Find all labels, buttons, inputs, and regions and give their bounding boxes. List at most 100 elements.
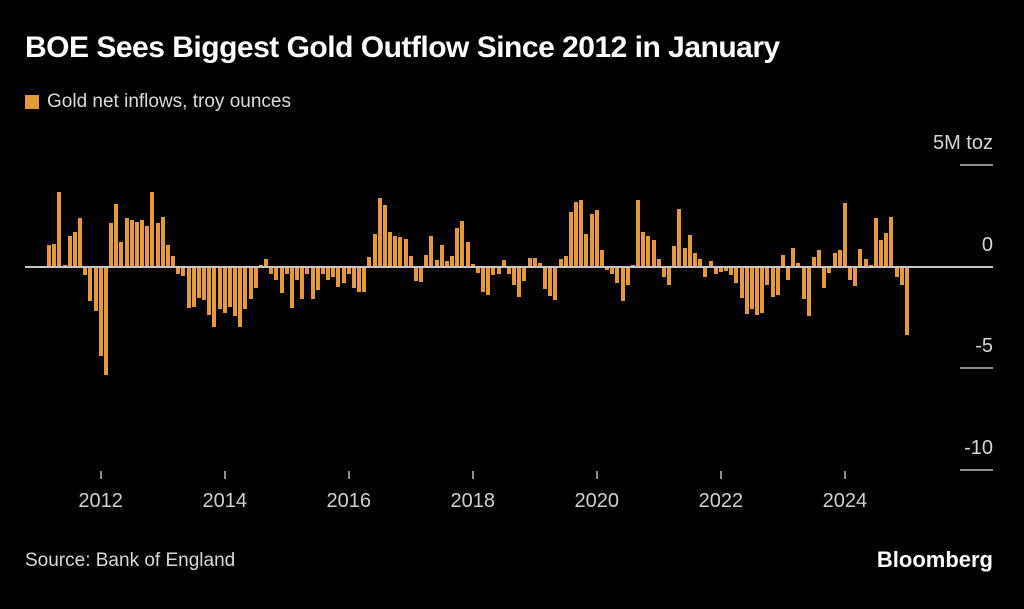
x-tick-mark	[843, 471, 846, 479]
data-bar	[894, 266, 899, 277]
data-bar	[67, 236, 72, 267]
data-bar	[718, 266, 723, 272]
data-bar	[491, 266, 496, 275]
data-bar	[98, 266, 103, 356]
data-bar	[599, 250, 604, 267]
data-bar	[537, 263, 542, 267]
data-bar	[372, 234, 377, 267]
data-bar	[450, 256, 455, 267]
data-bar	[196, 266, 201, 298]
data-bar	[879, 240, 884, 267]
data-bar	[367, 257, 372, 267]
data-bar	[114, 203, 119, 267]
chart-title: BOE Sees Biggest Gold Outflow Since 2012…	[25, 31, 780, 64]
data-bar	[212, 266, 217, 328]
data-bar	[413, 266, 418, 281]
data-bar	[357, 266, 362, 292]
data-bar	[377, 198, 382, 267]
y-tick-dash	[960, 367, 993, 369]
data-bar	[207, 266, 212, 316]
data-bar	[320, 266, 325, 274]
data-bar	[103, 266, 108, 376]
data-bar	[615, 266, 620, 283]
data-bar	[817, 250, 822, 267]
data-bar	[233, 266, 238, 317]
data-bar	[93, 266, 98, 312]
data-bar	[765, 266, 770, 285]
data-bar	[310, 266, 315, 299]
data-bar	[579, 199, 584, 267]
data-bar	[419, 266, 424, 282]
y-axis-label: 5M toz	[932, 132, 993, 154]
data-bar	[522, 266, 527, 281]
data-bar	[739, 266, 744, 298]
data-bar	[289, 266, 294, 309]
data-bar	[253, 266, 258, 288]
data-bar	[238, 266, 243, 328]
data-bar	[72, 231, 77, 267]
data-bar	[295, 266, 300, 280]
data-bar	[682, 248, 687, 267]
data-bar	[517, 266, 522, 297]
x-axis-label: 2024	[822, 490, 868, 512]
data-bar	[202, 266, 207, 300]
legend-swatch-icon	[25, 95, 39, 109]
legend: Gold net inflows, troy ounces	[25, 91, 291, 113]
data-bar	[382, 204, 387, 267]
data-bar	[300, 266, 305, 299]
data-bar	[57, 192, 62, 267]
data-bar	[708, 261, 713, 267]
x-axis-label: 2022	[698, 490, 744, 512]
data-bar	[749, 266, 754, 310]
data-bar	[744, 266, 749, 315]
data-bar	[341, 266, 346, 283]
data-bar	[78, 217, 82, 267]
data-bar	[222, 266, 227, 314]
data-bar	[651, 240, 656, 267]
x-axis-label: 2016	[326, 490, 371, 512]
data-bar	[47, 245, 51, 267]
data-bar	[703, 266, 708, 277]
y-tick-dash	[960, 164, 993, 166]
data-bar	[806, 266, 811, 317]
x-axis-label: 2014	[202, 490, 247, 512]
data-bar	[822, 266, 827, 288]
data-bar	[646, 236, 651, 267]
data-bar	[160, 216, 165, 267]
data-bar	[827, 266, 832, 273]
data-bar	[439, 245, 444, 267]
data-bar	[362, 266, 367, 292]
data-bar	[863, 259, 868, 267]
data-bar	[52, 244, 57, 267]
data-bar	[481, 266, 486, 292]
data-bar	[661, 266, 666, 277]
data-bar	[129, 219, 134, 267]
data-bar	[780, 255, 785, 267]
data-bar	[532, 258, 537, 267]
data-bar	[181, 266, 186, 276]
x-axis-label: 2020	[574, 490, 620, 512]
data-bar	[837, 250, 842, 267]
data-bar	[109, 222, 114, 267]
data-bar	[687, 235, 692, 267]
data-bar	[284, 266, 289, 274]
data-bar	[140, 219, 145, 267]
data-bar	[150, 192, 155, 267]
data-bar	[543, 266, 548, 289]
y-axis-label: -5	[975, 335, 993, 357]
data-bar	[786, 266, 791, 280]
data-bar	[346, 266, 351, 274]
data-bar	[610, 266, 615, 274]
data-bar	[858, 249, 863, 267]
data-bar	[791, 248, 796, 267]
data-bar	[904, 266, 909, 335]
data-bar	[388, 231, 393, 267]
legend-label: Gold net inflows, troy ounces	[47, 91, 291, 112]
data-bar	[755, 266, 760, 316]
data-bar	[227, 266, 232, 308]
data-bar	[248, 266, 253, 299]
data-bar	[698, 259, 703, 267]
data-bar	[713, 266, 718, 274]
data-bar	[186, 266, 191, 309]
